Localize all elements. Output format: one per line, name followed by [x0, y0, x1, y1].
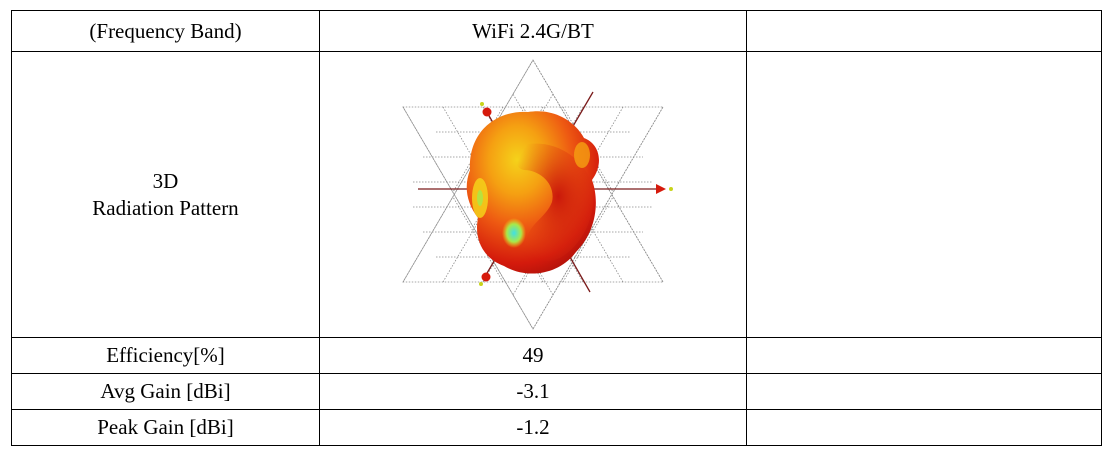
avg-gain-value: -3.1: [319, 373, 747, 410]
radiation-pattern-label-line2: Radiation Pattern: [92, 195, 239, 220]
table-header-row: (Frequency Band) WiFi 2.4G/BT: [11, 10, 1102, 52]
radiation-pattern-label-line1: 3D: [152, 169, 179, 194]
radiation-lobe: [466, 111, 599, 274]
avg-gain-label: Avg Gain [dBi]: [11, 373, 320, 410]
axis-tips: [479, 102, 673, 286]
frequency-band-label: (Frequency Band): [11, 10, 320, 52]
frequency-band-value: WiFi 2.4G/BT: [319, 10, 747, 52]
empty-cell: [746, 10, 1102, 52]
empty-cell: [746, 373, 1102, 410]
peak-gain-label: Peak Gain [dBi]: [11, 409, 320, 446]
peak-gain-value: -1.2: [319, 409, 747, 446]
table-row: Efficiency[%] 49: [11, 337, 1102, 374]
empty-cell: [746, 409, 1102, 446]
empty-cell: [746, 337, 1102, 374]
efficiency-label: Efficiency[%]: [11, 337, 320, 374]
efficiency-value: 49: [319, 337, 747, 374]
3d-radiation-pattern-plot: [402, 59, 673, 330]
empty-cell: [746, 51, 1102, 338]
radiation-pattern-row: 3D Radiation Pattern: [11, 51, 1102, 338]
antenna-spec-table: (Frequency Band) WiFi 2.4G/BT 3D Radiati…: [11, 10, 1102, 446]
table-row: Avg Gain [dBi] -3.1: [11, 373, 1102, 410]
table-row: Peak Gain [dBi] -1.2: [11, 409, 1102, 446]
radiation-pattern-label: 3D Radiation Pattern: [11, 51, 320, 338]
radiation-pattern-image-cell: [319, 51, 747, 338]
axis-arrowheads: [481, 107, 666, 282]
